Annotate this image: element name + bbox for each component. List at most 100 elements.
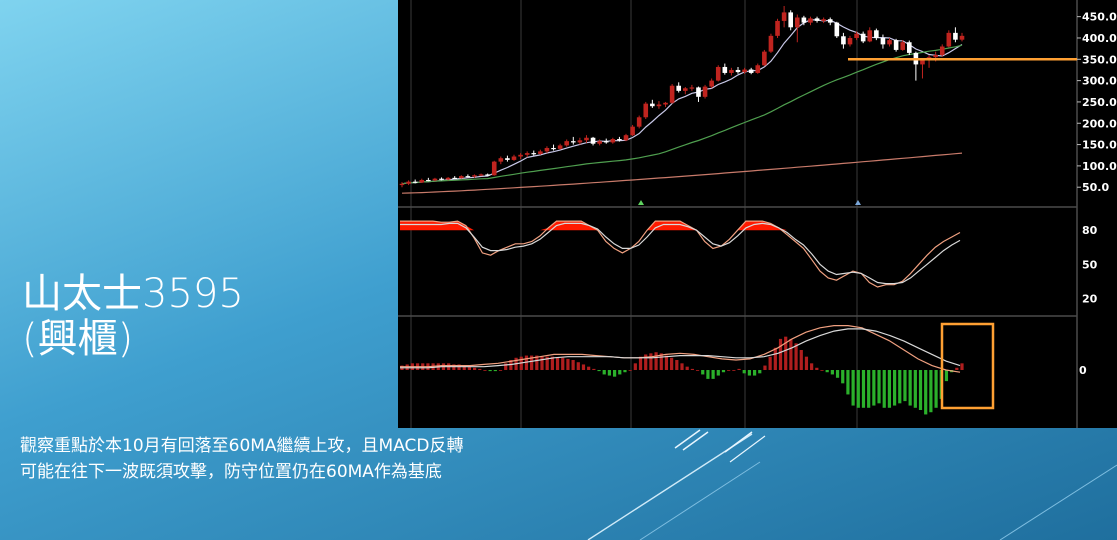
candlestick <box>524 151 530 158</box>
macd-bar <box>649 353 653 370</box>
candlestick <box>715 65 721 82</box>
macd-pane: 0 <box>400 322 1087 415</box>
macd-bar <box>545 356 549 370</box>
candlestick <box>603 138 609 144</box>
candle-body <box>801 17 807 23</box>
candlestick <box>498 156 504 165</box>
candlestick <box>847 35 853 47</box>
macd-bar <box>768 356 772 370</box>
candle-body <box>603 141 609 143</box>
candlestick <box>729 67 734 76</box>
candlestick <box>939 44 945 57</box>
candle-body <box>518 154 523 157</box>
candle-body <box>775 20 780 36</box>
candle-body <box>478 174 484 176</box>
kd-d-line <box>400 222 961 285</box>
candle-body <box>821 19 826 21</box>
candlestick <box>544 146 550 154</box>
macd-bar <box>892 370 897 406</box>
candlestick <box>854 31 859 41</box>
macd-bar <box>581 364 586 370</box>
macd-bar <box>830 370 834 375</box>
candlestick <box>551 144 556 151</box>
decor-line <box>639 461 761 540</box>
candle-body <box>399 183 405 186</box>
macd-bar <box>778 338 783 370</box>
macd-bar <box>846 370 850 395</box>
kd-axis-ticks: 80 50 20 <box>1082 224 1098 305</box>
candlestick <box>762 49 767 67</box>
price-tick-label: 150.0 <box>1082 139 1117 152</box>
macd-bar <box>758 370 762 374</box>
candle-body <box>406 181 411 184</box>
candlestick <box>472 174 477 178</box>
candle-body <box>847 37 853 45</box>
candle-body <box>735 69 741 73</box>
macd-bar <box>882 370 886 408</box>
candle-body <box>788 12 794 28</box>
decor-line <box>587 433 753 540</box>
macd-bar <box>711 370 715 379</box>
candle-body <box>689 87 695 89</box>
candlestick <box>412 179 418 184</box>
macd-bar <box>638 356 643 370</box>
macd-bar <box>835 370 840 378</box>
macd-bar <box>851 370 855 406</box>
candlestick <box>742 67 747 74</box>
candlestick <box>650 99 655 108</box>
candlestick <box>623 133 629 142</box>
candle-body <box>841 36 846 45</box>
macd-bar <box>898 370 902 404</box>
price-pane: 450.0 400.0 350.0 300.0 250.0 200.0 150.0 100.0… <box>399 6 1117 205</box>
candlesticks <box>399 6 965 188</box>
macd-bar <box>867 370 871 408</box>
candlestick <box>906 40 912 56</box>
candle-body <box>505 158 510 160</box>
macd-bar <box>856 370 860 408</box>
candle-body <box>834 22 840 37</box>
macd-bar <box>789 338 793 370</box>
analysis-note-line2: 可能在往下一波既須攻擊，防守位置仍在60MA作為基底 <box>20 462 442 482</box>
candle-body <box>953 32 958 40</box>
candle-body <box>597 141 602 144</box>
macd-tick-label: 0 <box>1079 364 1087 377</box>
event-markers <box>638 200 861 205</box>
candle-body <box>610 139 616 143</box>
candlestick <box>834 21 840 38</box>
candlestick <box>702 84 708 99</box>
stock-title: 山太士3595 (興櫃) <box>22 272 244 362</box>
candlestick <box>841 32 846 49</box>
candlestick <box>511 154 517 161</box>
candle-body <box>781 12 787 21</box>
macd-axis-ticks: 0 <box>1079 364 1087 377</box>
kd-lines <box>400 220 961 288</box>
macd-bar <box>861 370 866 408</box>
macd-bar <box>815 367 819 370</box>
macd-bar <box>592 368 596 370</box>
candle-body <box>933 55 938 58</box>
candlestick <box>643 101 649 119</box>
macd-bar <box>612 370 617 377</box>
candle-body <box>538 151 543 154</box>
ma-60-line <box>401 44 963 185</box>
candlestick <box>676 82 682 93</box>
macd-bar <box>752 370 757 376</box>
candle-body <box>702 86 708 97</box>
macd-bar <box>587 366 591 370</box>
candle-body <box>498 158 504 162</box>
candlestick <box>696 86 701 102</box>
candlestick <box>860 31 866 44</box>
macd-bar <box>872 370 876 406</box>
candle-body <box>742 69 747 73</box>
candlestick <box>874 28 879 41</box>
macd-bar <box>555 357 560 370</box>
candlestick <box>465 174 471 178</box>
candlestick <box>656 101 662 109</box>
candlestick <box>399 182 405 188</box>
candle-body <box>748 69 754 73</box>
macd-bar <box>493 370 497 372</box>
price-tick-label: 400.0 <box>1082 32 1117 45</box>
macd-bar <box>747 370 752 376</box>
candle-body <box>564 141 570 146</box>
